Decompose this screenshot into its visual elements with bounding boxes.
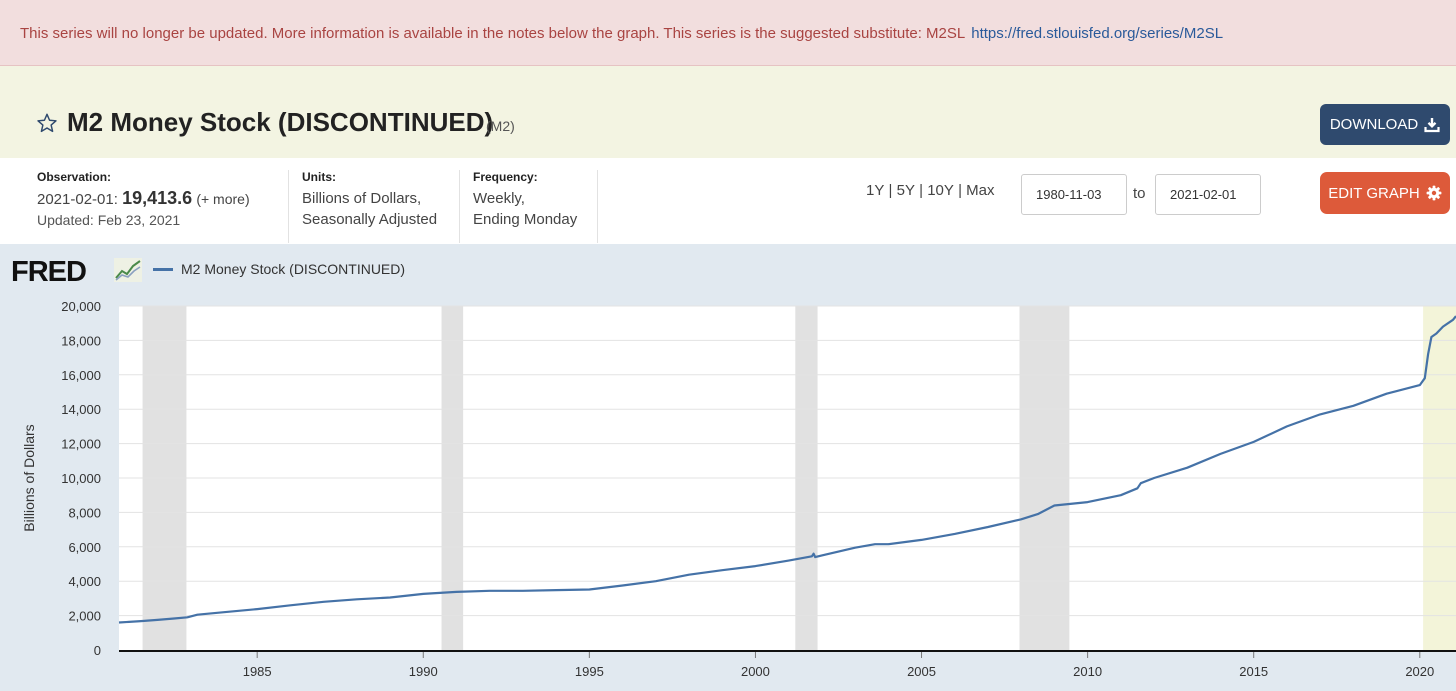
range-5y-link[interactable]: 5Y [896,182,915,199]
y-tick-label: 0 [94,643,101,658]
x-tick-label: 1990 [409,664,438,679]
meta-divider [288,170,289,243]
y-tick-label: 6,000 [68,540,101,555]
series-line [118,315,1456,624]
meta-divider [597,170,598,243]
download-icon [1424,117,1440,132]
series-header: M2 Money Stock (DISCONTINUED) (M2) DOWNL… [0,66,1456,158]
page-title: M2 Money Stock (DISCONTINUED) [67,107,494,137]
x-tick-label: 2000 [741,664,770,679]
units-block: Units: Billions of Dollars, Seasonally A… [302,170,437,230]
range-separator: | [919,182,924,199]
y-tick-label: 10,000 [61,471,101,486]
y-tick-label: 12,000 [61,437,101,452]
frequency-value: Weekly, Ending Monday [473,188,577,230]
gear-icon [1426,185,1442,201]
notice-text: This series will no longer be updated. M… [20,25,1223,42]
range-separator: | [958,182,962,199]
observation-label: Observation: [37,170,112,184]
observation-line: 2021-02-01: 19,413.6 (+ more) [37,188,250,210]
y-tick-label: 18,000 [61,333,101,348]
y-tick-label: 20,000 [61,299,101,314]
y-axis-label: Billions of Dollars [21,424,37,531]
range-selector: 1Y | 5Y | 10Y | Max [866,182,995,199]
star-outline-icon[interactable] [36,112,58,134]
frequency-label: Frequency: [473,170,538,184]
x-tick-label: 2020 [1405,664,1434,679]
units-label: Units: [302,170,336,184]
x-tick-label: 2005 [907,664,936,679]
y-tick-label: 16,000 [61,368,101,383]
range-1y-link[interactable]: 1Y [866,182,885,199]
series-id: (M2) [486,118,515,134]
x-tick-label: 1995 [575,664,604,679]
x-tick-label: 2015 [1239,664,1268,679]
range-separator: | [888,182,893,199]
fred-logo[interactable]: FRED [11,256,87,288]
units-value: Billions of Dollars, Seasonally Adjusted [302,188,437,230]
observation-date: 2021-02-01: [37,191,118,208]
y-tick-label: 8,000 [68,505,101,520]
legend-label: M2 Money Stock (DISCONTINUED) [181,261,406,277]
discontinued-notice: This series will no longer be updated. M… [0,0,1456,66]
units-line-2: Seasonally Adjusted [302,211,438,228]
chart-trend-icon [114,258,142,282]
frequency-block: Frequency: Weekly, Ending Monday [473,170,577,230]
chart-area: FRED M2 Money Stock (DISCONTINUED) 0 2,00… [0,244,1456,691]
start-date-input[interactable] [1021,174,1127,215]
download-label: DOWNLOAD [1329,116,1419,133]
units-line-1: Billions of Dollars, [302,190,422,207]
frequency-line-2: Ending Monday [473,211,578,228]
observation-value: 19,413.6 [122,188,193,208]
meta-divider [459,170,460,243]
y-tick-label: 14,000 [61,402,101,417]
date-to-label: to [1133,185,1146,202]
download-button[interactable]: DOWNLOAD [1320,104,1450,145]
y-tick-label: 2,000 [68,609,101,624]
edit-graph-label: EDIT GRAPH [1328,184,1420,202]
observation-block: Observation: 2021-02-01: 19,413.6 (+ mor… [37,170,250,228]
substitute-series-link[interactable]: https://fred.stlouisfed.org/series/M2SL [971,25,1224,42]
more-observations-link[interactable]: (+ more) [196,191,250,207]
legend-swatch [153,267,173,271]
x-tick-label: 2010 [1073,664,1102,679]
end-date-input[interactable] [1155,174,1261,215]
m2-line-chart[interactable]: 0 2,000 4,000 6,000 8,000 10,000 12,000 14,000 1… [0,244,1456,691]
updated-date: Updated: Feb 23, 2021 [37,212,181,228]
range-10y-link[interactable]: 10Y [927,182,954,199]
frequency-line-1: Weekly, [473,190,525,207]
edit-graph-button[interactable]: EDIT GRAPH [1320,172,1450,214]
notice-message: This series will no longer be updated. M… [20,25,966,42]
y-tick-label: 4,000 [68,574,101,589]
x-tick-label: 1985 [243,664,272,679]
range-max-link[interactable]: Max [966,182,995,199]
chart-legend: M2 Money Stock (DISCONTINUED) [153,261,405,277]
series-meta: Observation: 2021-02-01: 19,413.6 (+ mor… [0,158,1456,244]
